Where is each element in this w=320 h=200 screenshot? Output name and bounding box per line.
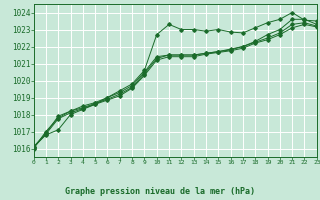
Text: Graphe pression niveau de la mer (hPa): Graphe pression niveau de la mer (hPa) (65, 187, 255, 196)
